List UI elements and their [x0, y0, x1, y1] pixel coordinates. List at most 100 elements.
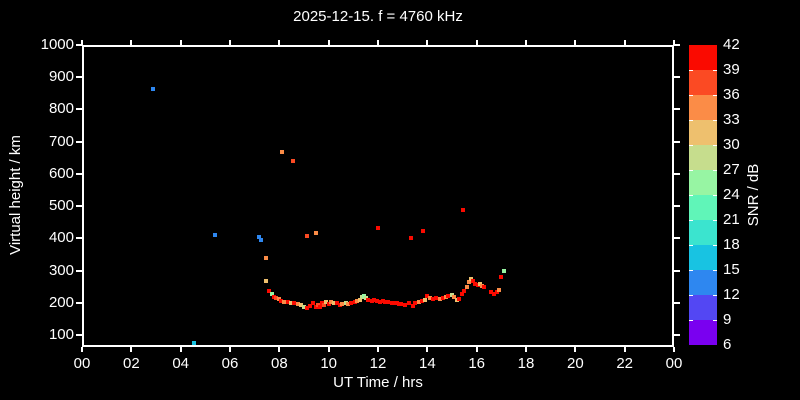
colorbar-tick-label: 39 — [723, 61, 740, 78]
data-point — [343, 301, 348, 306]
colorbar-tick-label: 42 — [723, 36, 740, 53]
x-tick — [426, 347, 429, 352]
data-point — [419, 299, 424, 304]
data-point — [280, 150, 285, 154]
data-point — [479, 284, 484, 289]
data-point — [452, 295, 457, 300]
colorbar-tick — [713, 95, 717, 96]
y-tick-label: 500 — [48, 197, 74, 215]
colorbar-tick — [689, 270, 693, 271]
y-tick-label: 600 — [48, 164, 74, 182]
x-tick-top — [673, 40, 675, 45]
x-tick — [377, 347, 379, 352]
x-tick-top — [229, 40, 231, 45]
data-point — [271, 295, 276, 300]
y-tick-right — [674, 269, 680, 272]
colorbar-segment — [689, 45, 717, 70]
y-tick — [76, 205, 82, 208]
colorbar-tick — [713, 220, 717, 221]
data-point — [410, 304, 415, 309]
data-point — [459, 292, 464, 297]
colorbar-segment — [689, 195, 717, 220]
plot-area — [82, 45, 674, 347]
data-point — [482, 285, 487, 290]
x-tick-top — [278, 40, 281, 45]
x-tick-top — [327, 40, 330, 45]
colorbar-tick — [689, 320, 693, 321]
data-point — [440, 296, 445, 300]
x-tick-label: 12 — [369, 355, 387, 372]
data-point — [348, 301, 353, 306]
x-tick-label: 04 — [172, 355, 189, 372]
colorbar-segment — [689, 270, 717, 295]
x-tick-label: 10 — [320, 355, 337, 372]
data-point — [437, 296, 442, 301]
y-tick-right — [674, 301, 680, 304]
data-point — [489, 289, 494, 294]
data-point — [413, 301, 418, 306]
data-point — [433, 296, 438, 300]
colorbar-tick — [713, 195, 717, 196]
data-point — [454, 297, 459, 302]
data-point — [318, 305, 323, 310]
x-tick — [81, 347, 83, 352]
colorbar-tick-label: 30 — [723, 136, 740, 153]
data-point — [501, 268, 506, 273]
x-tick — [278, 347, 281, 352]
y-tick — [76, 172, 82, 175]
y-tick-label: 800 — [48, 100, 74, 118]
data-point — [308, 304, 313, 309]
data-point — [329, 300, 334, 305]
data-point — [292, 300, 297, 305]
y-tick-label: 700 — [48, 132, 74, 150]
x-tick-top — [525, 40, 527, 45]
colorbar-tick — [713, 320, 717, 321]
data-point — [282, 299, 287, 304]
data-point — [374, 299, 379, 304]
y-tick-right — [674, 237, 680, 240]
data-point — [285, 299, 290, 304]
data-point — [321, 303, 326, 308]
y-tick-label: 300 — [48, 261, 74, 279]
data-point — [257, 234, 262, 239]
colorbar-segment — [689, 70, 717, 95]
data-point — [337, 303, 342, 308]
x-tick-label: 22 — [616, 355, 633, 372]
data-point — [264, 278, 268, 283]
chart-title: 2025-12-15. f = 4760 kHz — [293, 8, 463, 25]
data-point — [386, 300, 391, 305]
data-point — [492, 292, 497, 297]
colorbar-tick — [713, 120, 717, 121]
x-tick-top — [623, 40, 626, 45]
data-point — [450, 293, 454, 298]
x-tick-label: 18 — [517, 355, 535, 372]
x-tick — [623, 347, 626, 352]
y-tick-right — [674, 76, 680, 79]
data-point — [443, 295, 448, 300]
data-point — [446, 294, 451, 299]
data-point — [269, 292, 274, 297]
colorbar-tick-label: 6 — [723, 336, 732, 353]
colorbar-segment — [689, 320, 717, 345]
data-point — [314, 230, 319, 235]
y-tick — [76, 108, 82, 111]
x-tick — [574, 347, 577, 352]
data-point — [276, 296, 281, 301]
colorbar-tick-label: 12 — [723, 286, 740, 303]
data-point — [422, 298, 427, 303]
y-tick-right — [674, 334, 680, 337]
data-point — [304, 306, 309, 310]
data-point — [369, 299, 374, 304]
x-tick-top — [179, 40, 182, 45]
colorbar-segment — [689, 170, 717, 195]
data-point — [406, 301, 411, 306]
data-point — [457, 296, 462, 301]
colorbar — [689, 45, 717, 345]
data-point — [392, 301, 397, 306]
data-point — [335, 301, 340, 306]
data-point — [151, 86, 156, 91]
x-tick — [673, 347, 675, 352]
x-tick — [229, 347, 231, 352]
data-point — [288, 300, 293, 305]
data-point — [267, 288, 272, 293]
